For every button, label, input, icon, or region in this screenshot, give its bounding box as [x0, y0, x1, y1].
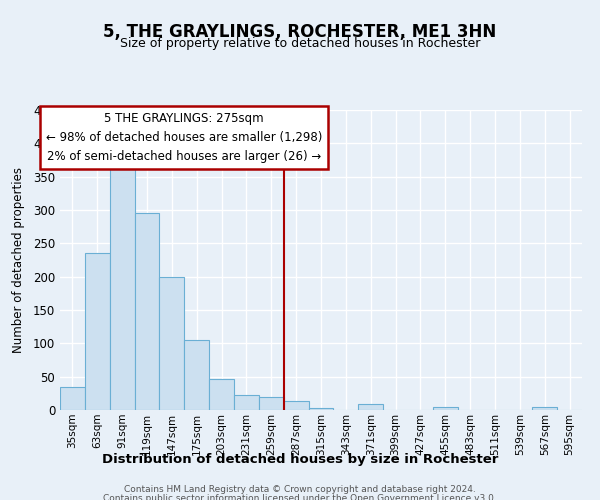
Text: Contains HM Land Registry data © Crown copyright and database right 2024.: Contains HM Land Registry data © Crown c… — [124, 485, 476, 494]
Bar — [134, 212, 160, 410]
Text: Distribution of detached houses by size in Rochester: Distribution of detached houses by size … — [102, 452, 498, 466]
Text: 5 THE GRAYLINGS: 275sqm
← 98% of detached houses are smaller (1,298)
2% of semi-: 5 THE GRAYLINGS: 275sqm ← 98% of detache… — [46, 112, 322, 163]
Bar — [110, 166, 134, 410]
Y-axis label: Number of detached properties: Number of detached properties — [11, 167, 25, 353]
Bar — [532, 408, 557, 410]
Bar — [60, 386, 85, 410]
Bar — [433, 406, 458, 410]
Bar — [358, 404, 383, 410]
Bar — [209, 380, 234, 410]
Bar — [284, 402, 308, 410]
Bar — [160, 278, 184, 410]
Bar — [184, 340, 209, 410]
Bar — [308, 408, 334, 410]
Bar — [259, 396, 284, 410]
Text: Size of property relative to detached houses in Rochester: Size of property relative to detached ho… — [120, 38, 480, 51]
Text: 5, THE GRAYLINGS, ROCHESTER, ME1 3HN: 5, THE GRAYLINGS, ROCHESTER, ME1 3HN — [103, 22, 497, 40]
Bar — [234, 394, 259, 410]
Bar — [85, 252, 110, 410]
Text: Contains public sector information licensed under the Open Government Licence v3: Contains public sector information licen… — [103, 494, 497, 500]
